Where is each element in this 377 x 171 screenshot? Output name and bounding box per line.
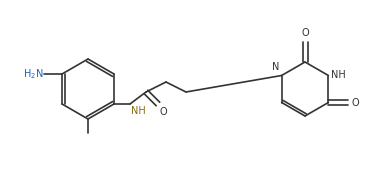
Text: H$_2$N: H$_2$N — [23, 67, 43, 81]
Text: NH: NH — [331, 69, 346, 80]
Text: O: O — [351, 97, 359, 108]
Text: N: N — [272, 62, 280, 73]
Text: NH: NH — [131, 106, 146, 116]
Text: O: O — [160, 107, 168, 117]
Text: O: O — [301, 28, 309, 38]
